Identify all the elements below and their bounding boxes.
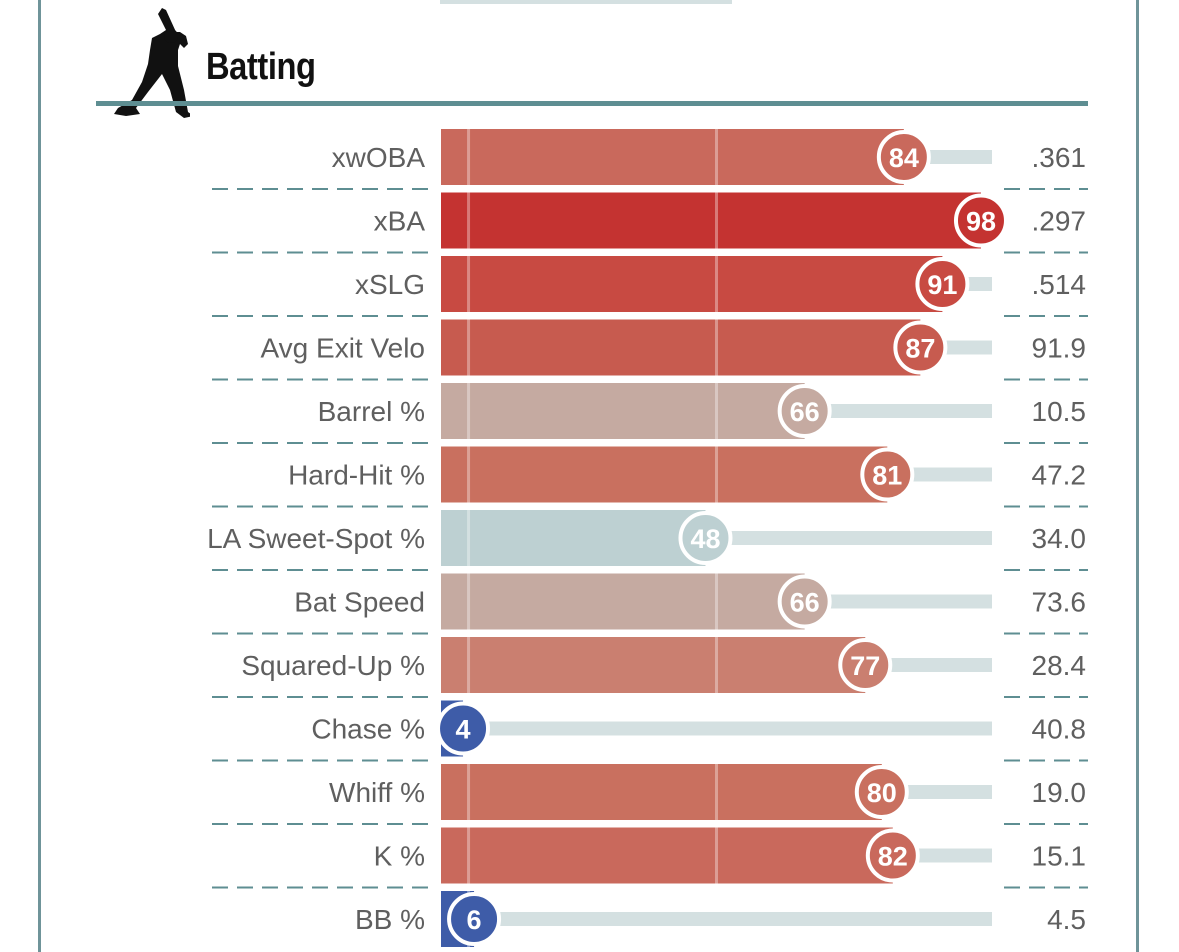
bar-reference-line — [467, 383, 471, 439]
percentile-marker-xba — [953, 193, 1008, 248]
percentile-marker-xslg — [915, 257, 970, 311]
bar-hard-hit — [441, 446, 888, 503]
bar-k — [441, 827, 893, 884]
percentile-text-chase: 4 — [456, 715, 471, 745]
frame-left-border — [38, 0, 41, 952]
metric-label-bb: BB % — [355, 904, 425, 935]
bar-reference-line — [467, 637, 471, 693]
percentile-text-bat-speed: 66 — [790, 588, 820, 618]
section-title: Batting — [206, 46, 316, 88]
percentile-marker-hard-hit — [860, 447, 915, 502]
bar-reference-line — [715, 256, 718, 312]
bar-xba — [441, 192, 981, 249]
bar-reference-line — [715, 446, 718, 503]
percentile-text-k: 82 — [878, 842, 908, 872]
value-label-squared-up: 28.4 — [1032, 650, 1087, 681]
bar-reference-line — [715, 383, 718, 439]
value-label-la-sweet-spot: 34.0 — [1032, 523, 1087, 554]
frame-right-border — [1136, 0, 1139, 952]
percentile-text-xwoba: 84 — [889, 143, 919, 173]
percentile-marker-chase — [436, 701, 491, 756]
metric-label-avg-exit-velo: Avg Exit Velo — [261, 333, 425, 364]
metric-label-xwoba: xwOBA — [332, 142, 426, 173]
previous-section-track — [440, 0, 732, 4]
bar-barrel — [441, 383, 805, 439]
bar-reference-line — [715, 319, 718, 376]
bar-whiff — [441, 764, 882, 820]
metric-label-whiff: Whiff % — [329, 777, 425, 808]
value-label-whiff: 19.0 — [1032, 777, 1087, 808]
bar-reference-line — [715, 192, 718, 249]
percentile-marker-squared-up — [838, 638, 893, 692]
bar-reference-line — [715, 637, 718, 693]
percentile-text-hard-hit: 81 — [872, 461, 902, 491]
bar-reference-line — [467, 573, 471, 630]
metric-label-la-sweet-spot: LA Sweet-Spot % — [207, 523, 425, 554]
value-label-hard-hit: 47.2 — [1032, 460, 1087, 491]
bar-la-sweet-spot — [441, 510, 706, 566]
metric-label-xslg: xSLG — [355, 269, 425, 300]
track-whiff — [881, 785, 992, 799]
bar-reference-line — [467, 129, 471, 185]
bar-reference-line — [715, 827, 718, 884]
metric-label-hard-hit: Hard-Hit % — [288, 460, 425, 491]
percentile-text-squared-up: 77 — [850, 651, 880, 681]
track-bat-speed — [804, 594, 992, 609]
value-label-bb: 4.5 — [1047, 904, 1086, 935]
percentile-text-avg-exit-velo: 87 — [905, 334, 935, 364]
header-divider — [96, 101, 1088, 106]
metric-label-k: K % — [374, 841, 425, 872]
track-la-sweet-spot — [705, 531, 992, 545]
value-label-avg-exit-velo: 91.9 — [1032, 333, 1087, 364]
value-label-barrel: 10.5 — [1032, 396, 1087, 427]
bar-reference-line — [467, 764, 471, 820]
bar-reference-line — [467, 510, 471, 566]
percentile-marker-barrel — [777, 384, 832, 438]
batter-silhouette-icon — [114, 8, 190, 118]
percentile-text-whiff: 80 — [867, 778, 897, 808]
bar-avg-exit-velo — [441, 319, 921, 376]
track-squared-up — [865, 658, 992, 672]
percentile-text-la-sweet-spot: 48 — [690, 524, 720, 554]
percentile-text-bb: 6 — [467, 905, 482, 935]
bar-reference-line — [715, 764, 718, 820]
bar-reference-line — [467, 827, 471, 884]
metric-label-squared-up: Squared-Up % — [241, 650, 425, 681]
bar-reference-line — [467, 256, 471, 312]
value-label-bat-speed: 73.6 — [1032, 587, 1087, 618]
bar-reference-line — [715, 573, 718, 630]
percentile-marker-xwoba — [876, 130, 931, 184]
percentile-marker-la-sweet-spot — [678, 511, 733, 565]
bar-xwoba — [441, 129, 904, 185]
bar-xslg — [441, 256, 943, 312]
percentile-text-xslg: 91 — [927, 270, 957, 300]
metric-label-bat-speed: Bat Speed — [294, 587, 425, 618]
bar-bat-speed — [441, 573, 805, 630]
metric-label-barrel: Barrel % — [318, 396, 425, 427]
percentile-marker-avg-exit-velo — [893, 320, 948, 375]
value-label-k: 15.1 — [1032, 841, 1087, 872]
value-label-xslg: .514 — [1032, 269, 1087, 300]
value-label-chase: 40.8 — [1032, 714, 1087, 745]
value-label-xba: .297 — [1032, 206, 1087, 237]
bar-reference-line — [467, 319, 471, 376]
percentile-text-barrel: 66 — [790, 397, 820, 427]
track-bb — [474, 912, 992, 926]
metric-label-chase: Chase % — [311, 714, 425, 745]
track-barrel — [804, 404, 992, 418]
section-header: Batting — [96, 0, 1088, 118]
bar-reference-line — [715, 129, 718, 185]
percentile-text-xba: 98 — [966, 207, 996, 237]
percentile-marker-k — [865, 828, 920, 883]
bar-squared-up — [441, 637, 866, 693]
metric-label-xba: xBA — [374, 206, 426, 237]
percentile-marker-bat-speed — [777, 574, 832, 629]
percentile-marker-whiff — [854, 765, 909, 819]
bar-reference-line — [467, 446, 471, 503]
percentile-marker-bb — [447, 892, 502, 946]
track-chase — [463, 721, 992, 736]
bar-reference-line — [467, 192, 471, 249]
value-label-xwoba: .361 — [1032, 142, 1087, 173]
